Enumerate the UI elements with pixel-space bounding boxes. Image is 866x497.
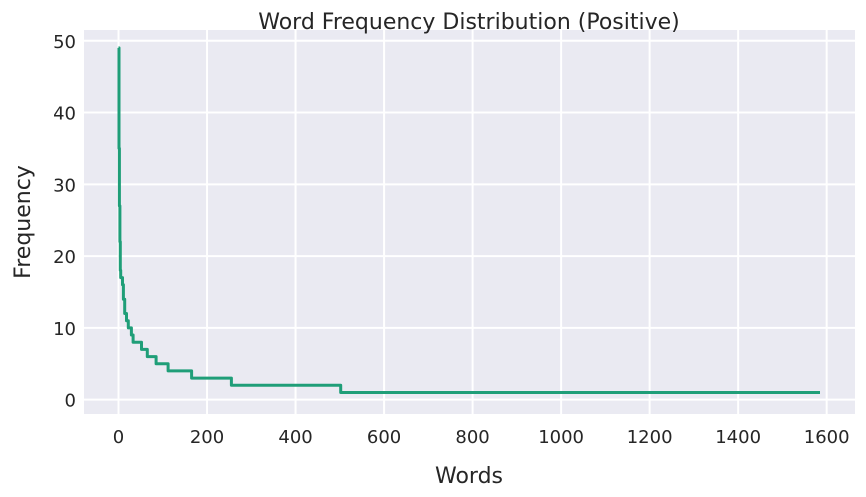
y-tick-labels: 0 10 20 30 40 50 bbox=[53, 32, 76, 412]
plot-background bbox=[84, 30, 855, 414]
grid-lines bbox=[84, 30, 855, 414]
y-tick-label: 10 bbox=[53, 319, 76, 340]
x-tick-label: 1600 bbox=[804, 427, 850, 448]
x-tick-labels: 0 200 400 600 800 1000 1200 1400 1600 bbox=[113, 427, 850, 448]
x-tick-label: 400 bbox=[278, 427, 312, 448]
x-tick-label: 1400 bbox=[715, 427, 761, 448]
x-tick-label: 1200 bbox=[627, 427, 673, 448]
y-tick-label: 50 bbox=[53, 32, 76, 53]
x-tick-label: 1000 bbox=[538, 427, 584, 448]
y-tick-label: 0 bbox=[65, 391, 76, 412]
y-tick-label: 40 bbox=[53, 104, 76, 125]
x-tick-label: 0 bbox=[113, 427, 124, 448]
x-axis-label: Words bbox=[435, 464, 503, 489]
x-tick-label: 800 bbox=[455, 427, 489, 448]
y-tick-label: 20 bbox=[53, 247, 76, 268]
series-layer bbox=[117, 46, 820, 394]
x-tick-label: 600 bbox=[367, 427, 401, 448]
y-axis-label: Frequency bbox=[11, 165, 36, 279]
chart-title: Word Frequency Distribution (Positive) bbox=[258, 10, 680, 35]
y-tick-label: 30 bbox=[53, 175, 76, 196]
series-line bbox=[117, 46, 820, 394]
x-tick-label: 200 bbox=[190, 427, 224, 448]
